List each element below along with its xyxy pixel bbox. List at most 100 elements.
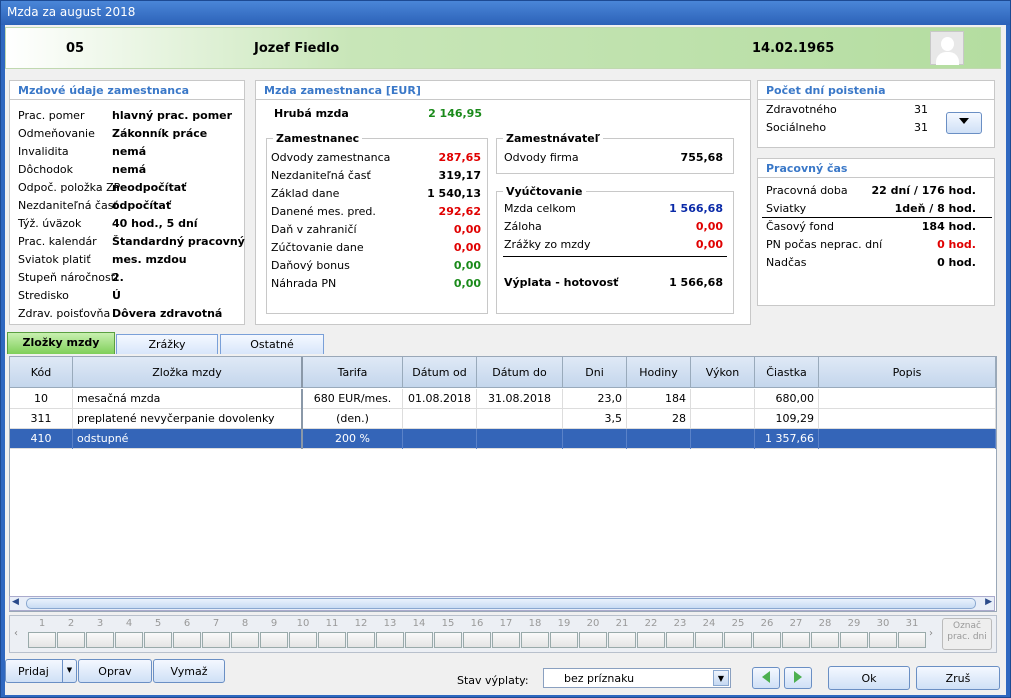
day-cell[interactable] (376, 632, 404, 648)
day-cell[interactable] (579, 632, 607, 648)
day-column[interactable]: 30 (869, 616, 897, 648)
next-button[interactable] (784, 667, 812, 689)
days-next-icon[interactable]: › (929, 628, 933, 639)
day-cell[interactable] (173, 632, 201, 648)
day-column[interactable]: 18 (521, 616, 549, 648)
day-cell[interactable] (57, 632, 85, 648)
scroll-left-icon[interactable]: ◀ (12, 597, 19, 607)
day-column[interactable]: 27 (782, 616, 810, 648)
add-button[interactable]: Pridaj ▼ (5, 659, 77, 683)
day-column[interactable]: 12 (347, 616, 375, 648)
day-cell[interactable] (695, 632, 723, 648)
table-row[interactable]: 311 preplatené nevyčerpanie dovolenky (den… (10, 409, 996, 429)
day-column[interactable]: 28 (811, 616, 839, 648)
day-column[interactable]: 14 (405, 616, 433, 648)
status-select[interactable]: bez príznaku ▼ (543, 668, 731, 688)
day-cell[interactable] (28, 632, 56, 648)
day-column[interactable]: 21 (608, 616, 636, 648)
horizontal-scrollbar[interactable]: ◀ ▶ (9, 596, 995, 611)
day-column[interactable]: 15 (434, 616, 462, 648)
day-cell[interactable] (637, 632, 665, 648)
day-column[interactable]: 7 (202, 616, 230, 648)
col-description-header[interactable]: Popis (819, 357, 996, 388)
day-cell[interactable] (231, 632, 259, 648)
mark-workdays-button[interactable]: Označ prac. dni (942, 618, 992, 650)
day-cell[interactable] (86, 632, 114, 648)
avatar-icon[interactable] (930, 31, 964, 65)
col-days-header[interactable]: Dni (563, 357, 627, 388)
day-column[interactable]: 8 (231, 616, 259, 648)
employee-data-title: Mzdové údaje zamestnanca (10, 81, 244, 100)
day-column[interactable]: 25 (724, 616, 752, 648)
edit-button[interactable]: Oprav (78, 659, 152, 683)
days-prev-icon[interactable]: ‹ (14, 628, 18, 639)
day-cell[interactable] (869, 632, 897, 648)
scroll-right-icon[interactable]: ▶ (985, 597, 992, 607)
col-date-to-header[interactable]: Dátum do (477, 357, 563, 388)
col-amount-header[interactable]: Čiastka (755, 357, 819, 388)
day-column[interactable]: 20 (579, 616, 607, 648)
day-cell[interactable] (666, 632, 694, 648)
add-dropdown-icon[interactable]: ▼ (62, 660, 76, 682)
day-cell[interactable] (463, 632, 491, 648)
delete-button[interactable]: Vymaž (153, 659, 225, 683)
day-column[interactable]: 10 (289, 616, 317, 648)
scroll-thumb[interactable] (26, 598, 976, 609)
day-column[interactable]: 11 (318, 616, 346, 648)
ok-button[interactable]: Ok (828, 666, 910, 690)
day-column[interactable]: 17 (492, 616, 520, 648)
day-cell[interactable] (608, 632, 636, 648)
day-column[interactable]: 2 (57, 616, 85, 648)
col-description-cell (819, 429, 996, 449)
day-column[interactable]: 9 (260, 616, 288, 648)
day-column[interactable]: 4 (115, 616, 143, 648)
day-cell[interactable] (202, 632, 230, 648)
tab-deductions[interactable]: Zrážky (116, 334, 218, 354)
day-column[interactable]: 19 (550, 616, 578, 648)
chevron-down-icon[interactable]: ▼ (713, 670, 729, 686)
day-column[interactable]: 22 (637, 616, 665, 648)
day-column[interactable]: 29 (840, 616, 868, 648)
day-column[interactable]: 6 (173, 616, 201, 648)
col-date-from-header[interactable]: Dátum od (403, 357, 477, 388)
day-cell[interactable] (144, 632, 172, 648)
day-cell[interactable] (724, 632, 752, 648)
day-cell[interactable] (289, 632, 317, 648)
day-cell[interactable] (753, 632, 781, 648)
day-column[interactable]: 16 (463, 616, 491, 648)
day-column[interactable]: 23 (666, 616, 694, 648)
tab-other[interactable]: Ostatné (220, 334, 324, 354)
day-column[interactable]: 1 (28, 616, 56, 648)
day-column[interactable]: 3 (86, 616, 114, 648)
col-tariff-header[interactable]: Tarifa (303, 357, 403, 388)
day-cell[interactable] (260, 632, 288, 648)
prev-button[interactable] (752, 667, 780, 689)
day-cell[interactable] (434, 632, 462, 648)
day-cell[interactable] (318, 632, 346, 648)
employee-field-label: Sviatok platiť (18, 253, 91, 266)
cancel-button[interactable]: Zruš (916, 666, 1000, 690)
table-row[interactable]: 410 odstupné 200 % 1 357,66 (10, 429, 996, 449)
tab-wage-components[interactable]: Zložky mzdy (7, 332, 115, 354)
day-cell[interactable] (550, 632, 578, 648)
day-cell[interactable] (811, 632, 839, 648)
day-column[interactable]: 13 (376, 616, 404, 648)
day-cell[interactable] (782, 632, 810, 648)
day-cell[interactable] (492, 632, 520, 648)
table-row[interactable]: 10 mesačná mzda 680 EUR/mes. 01.08.2018 31.0… (10, 389, 996, 409)
day-cell[interactable] (898, 632, 926, 648)
insurance-dropdown-button[interactable] (946, 112, 982, 134)
day-column[interactable]: 5 (144, 616, 172, 648)
day-cell[interactable] (521, 632, 549, 648)
day-cell[interactable] (347, 632, 375, 648)
day-column[interactable]: 26 (753, 616, 781, 648)
day-cell[interactable] (115, 632, 143, 648)
col-code-header[interactable]: Kód (10, 357, 73, 388)
day-column[interactable]: 24 (695, 616, 723, 648)
col-performance-header[interactable]: Výkon (691, 357, 755, 388)
day-column[interactable]: 31 (898, 616, 926, 648)
day-cell[interactable] (405, 632, 433, 648)
col-component-header[interactable]: Zložka mzdy (73, 357, 303, 388)
col-hours-header[interactable]: Hodiny (627, 357, 691, 388)
day-cell[interactable] (840, 632, 868, 648)
